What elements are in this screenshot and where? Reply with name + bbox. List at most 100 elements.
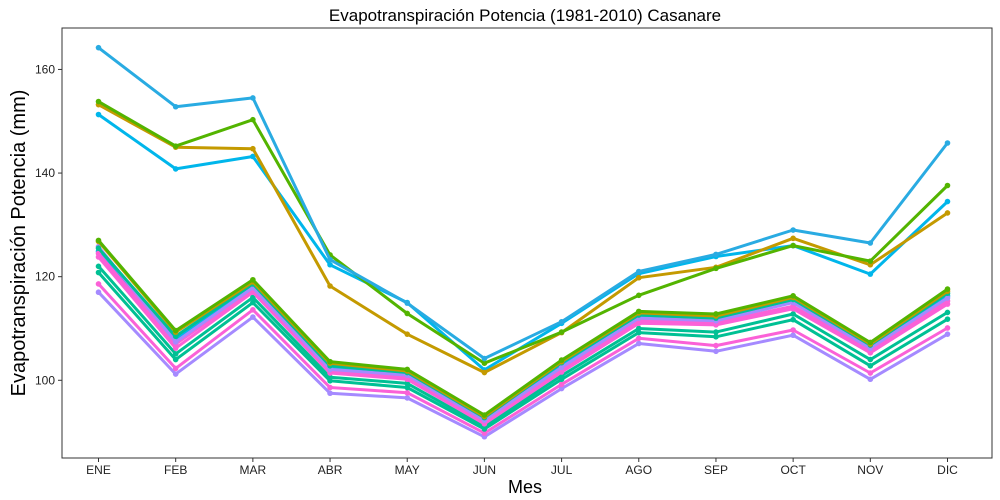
data-point xyxy=(635,308,642,315)
data-point xyxy=(713,329,719,335)
data-point xyxy=(327,261,333,268)
data-point xyxy=(635,335,642,342)
data-point xyxy=(95,289,102,296)
data-point xyxy=(558,364,565,371)
x-axis-label: Mes xyxy=(508,477,542,497)
data-point xyxy=(95,111,102,118)
x-tick-label: ENE xyxy=(86,463,111,477)
x-tick-label: FEB xyxy=(164,463,187,477)
data-point xyxy=(327,374,333,380)
data-point xyxy=(558,385,565,392)
data-point xyxy=(790,311,796,317)
series-line xyxy=(97,271,949,431)
data-point xyxy=(944,331,951,337)
data-point xyxy=(944,295,951,301)
series-group xyxy=(95,44,951,440)
data-point xyxy=(635,274,642,281)
data-point xyxy=(867,376,874,383)
data-point xyxy=(404,300,411,306)
data-point xyxy=(713,265,719,272)
x-tick-label: MAY xyxy=(395,463,420,477)
chart-title: Evapotranspiración Potencia (1981-2010) … xyxy=(329,6,721,25)
data-point xyxy=(635,268,642,275)
data-point xyxy=(944,309,951,316)
data-point xyxy=(250,95,256,101)
data-point xyxy=(327,384,333,391)
data-point xyxy=(635,329,642,336)
data-point xyxy=(404,384,411,391)
y-axis: 100 120 140 160 xyxy=(35,62,62,387)
x-tick-label: JUN xyxy=(473,463,496,477)
data-point xyxy=(481,430,488,436)
data-point xyxy=(250,145,256,152)
data-point xyxy=(481,369,488,376)
series-line xyxy=(97,103,949,374)
data-point xyxy=(327,283,333,289)
data-point xyxy=(250,299,256,306)
x-tick-label: MAR xyxy=(240,463,267,477)
y-tick-label: 120 xyxy=(35,270,55,284)
data-point xyxy=(172,103,179,110)
data-point xyxy=(327,358,333,365)
data-point xyxy=(404,389,411,396)
data-point xyxy=(250,314,256,320)
data-point xyxy=(404,380,411,387)
x-tick-label: DIC xyxy=(937,463,958,477)
data-point xyxy=(95,237,102,244)
data-point xyxy=(867,362,874,369)
data-point xyxy=(790,235,796,242)
data-point xyxy=(558,329,565,335)
data-point xyxy=(558,381,565,388)
data-point xyxy=(713,251,719,258)
data-point xyxy=(635,292,642,299)
data-point xyxy=(95,263,102,270)
data-point xyxy=(172,365,179,372)
data-point xyxy=(404,395,411,401)
data-point xyxy=(867,258,874,264)
data-point xyxy=(790,242,796,249)
data-point xyxy=(250,307,256,313)
series-line xyxy=(97,282,949,435)
data-point xyxy=(95,245,102,251)
data-point xyxy=(481,412,488,418)
data-point xyxy=(713,311,719,317)
data-point xyxy=(944,210,951,216)
data-point xyxy=(250,116,256,123)
data-point xyxy=(944,286,951,292)
data-point xyxy=(867,271,874,277)
data-point xyxy=(250,276,256,283)
series-line xyxy=(97,255,949,426)
data-point xyxy=(944,325,951,331)
x-tick-label: JUL xyxy=(551,463,573,477)
x-tick-label: SEP xyxy=(704,463,728,477)
data-point xyxy=(558,357,565,363)
data-point xyxy=(95,44,102,51)
series-line xyxy=(97,46,949,360)
data-point xyxy=(95,281,102,287)
x-tick-label: ABR xyxy=(318,463,343,477)
data-point xyxy=(713,348,719,355)
series-line xyxy=(97,264,949,428)
x-tick-label: AGO xyxy=(625,463,652,477)
data-point xyxy=(790,332,796,339)
data-point xyxy=(172,339,179,345)
data-point xyxy=(172,371,179,377)
data-point xyxy=(327,390,333,397)
data-point xyxy=(635,325,642,332)
y-tick-label: 160 xyxy=(35,62,55,76)
data-point xyxy=(790,316,796,323)
data-point xyxy=(944,198,951,205)
data-point xyxy=(404,331,411,337)
data-point xyxy=(713,342,719,349)
y-tick-label: 100 xyxy=(35,373,55,387)
data-point xyxy=(944,316,951,322)
data-point xyxy=(95,98,102,105)
data-point xyxy=(481,360,488,366)
data-point xyxy=(327,256,333,263)
data-point xyxy=(481,355,488,362)
data-point xyxy=(95,269,102,276)
data-point xyxy=(635,340,642,347)
data-point xyxy=(790,327,796,333)
series-line xyxy=(97,290,949,439)
